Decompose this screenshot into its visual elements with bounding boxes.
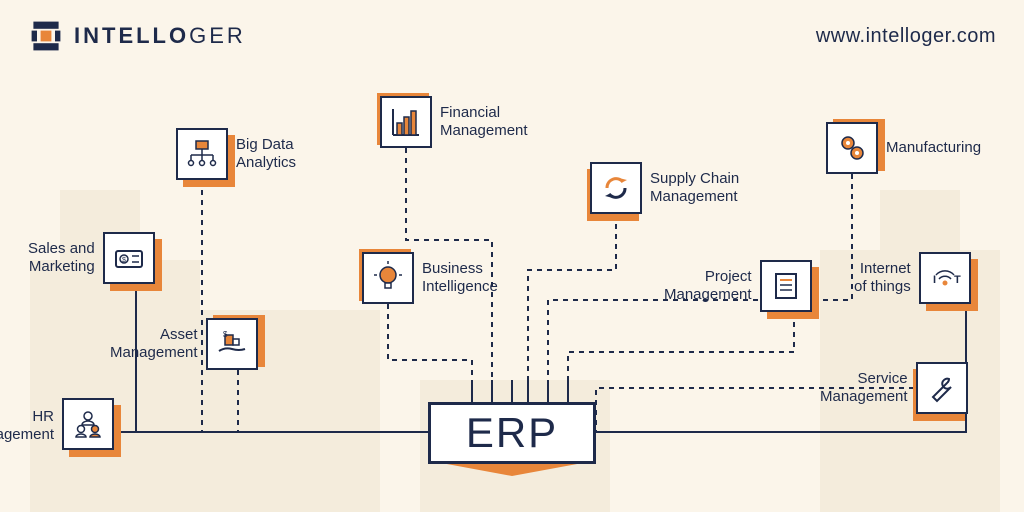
big-data-icon bbox=[176, 128, 228, 180]
erp-center-box: ERP bbox=[428, 402, 596, 464]
logo-icon bbox=[28, 18, 64, 54]
business-intel-label: BusinessIntelligence bbox=[422, 260, 498, 296]
business-intel-icon bbox=[362, 252, 414, 304]
node-service: ServiceManagement bbox=[820, 362, 968, 414]
hr-icon bbox=[62, 398, 114, 450]
supply-chain-icon bbox=[590, 162, 642, 214]
logo: INTELLOGER bbox=[28, 18, 246, 54]
service-icon bbox=[916, 362, 968, 414]
iot-icon: IT bbox=[919, 252, 971, 304]
svg-text:$: $ bbox=[122, 257, 126, 264]
node-big-data: Big DataAnalytics bbox=[176, 128, 296, 180]
sales-label: Sales andMarketing bbox=[28, 240, 95, 276]
brand-name: INTELLOGER bbox=[74, 23, 246, 49]
node-financial: FinancialManagement bbox=[380, 96, 528, 148]
asset-icon: $ bbox=[206, 318, 258, 370]
node-manufacturing: Manufacturing bbox=[826, 122, 981, 174]
erp-label: ERP bbox=[466, 409, 558, 457]
node-sales: $ Sales andMarketing bbox=[28, 232, 155, 284]
iot-label: Internetof things bbox=[854, 260, 911, 296]
node-asset: $ AssetManagement bbox=[110, 318, 258, 370]
node-business-intel: BusinessIntelligence bbox=[362, 252, 498, 304]
svg-text:T: T bbox=[954, 274, 961, 286]
hr-label: HRManagement bbox=[0, 408, 54, 444]
asset-label: AssetManagement bbox=[110, 326, 198, 362]
manufacturing-label: Manufacturing bbox=[886, 139, 981, 157]
financial-icon bbox=[380, 96, 432, 148]
big-data-label: Big DataAnalytics bbox=[236, 136, 296, 172]
svg-text:$: $ bbox=[223, 330, 228, 339]
node-iot: IT Internetof things bbox=[854, 252, 971, 304]
sales-icon: $ bbox=[103, 232, 155, 284]
supply-chain-label: Supply ChainManagement bbox=[650, 170, 739, 206]
svg-text:I: I bbox=[933, 274, 936, 286]
project-icon bbox=[760, 260, 812, 312]
project-label: ProjectManagement bbox=[664, 268, 752, 304]
website-url: www.intelloger.com bbox=[816, 25, 996, 48]
node-supply-chain: Supply ChainManagement bbox=[590, 162, 739, 214]
node-project: ProjectManagement bbox=[664, 260, 812, 312]
financial-label: FinancialManagement bbox=[440, 104, 528, 140]
header: INTELLOGER www.intelloger.com bbox=[28, 18, 996, 54]
erp-accent bbox=[436, 462, 588, 476]
service-label: ServiceManagement bbox=[820, 370, 908, 406]
manufacturing-icon bbox=[826, 122, 878, 174]
node-hr: HRManagement bbox=[62, 398, 114, 450]
